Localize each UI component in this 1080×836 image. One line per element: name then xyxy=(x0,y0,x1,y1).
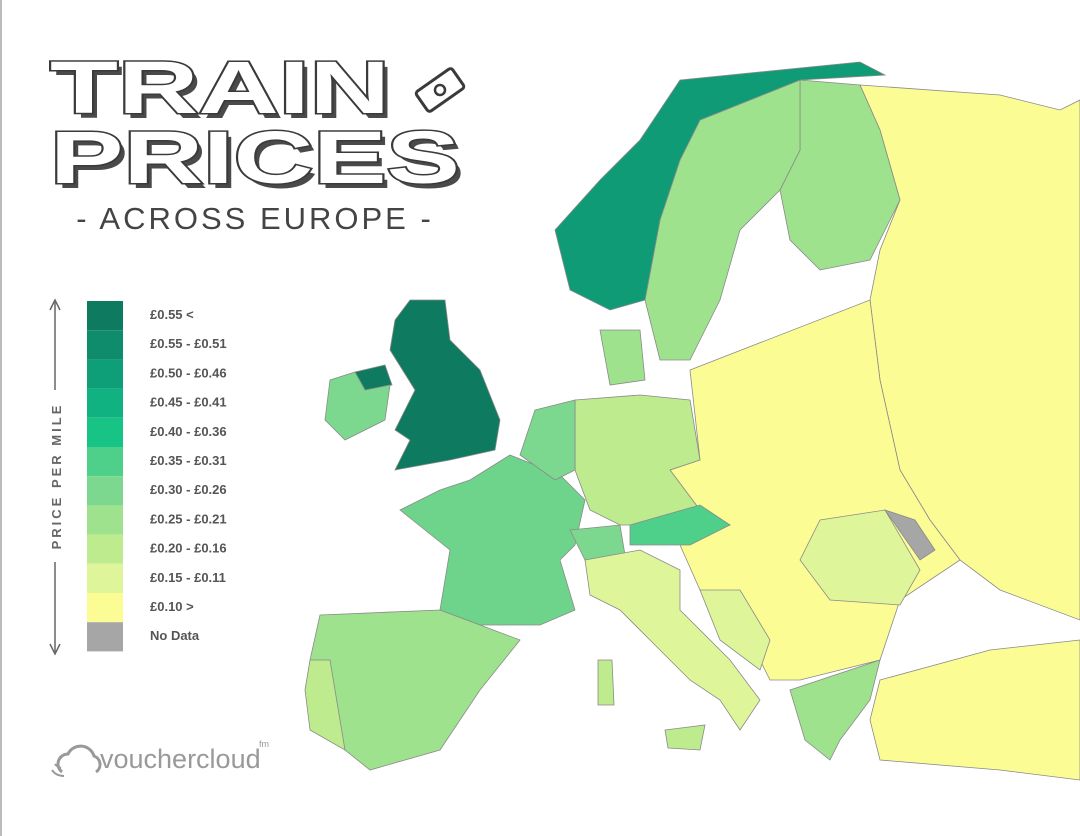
arrow-heads xyxy=(49,298,61,656)
legend-label: £0.40 - £0.36 xyxy=(150,424,227,439)
logo-suffix: fm xyxy=(259,739,269,749)
logo-text: vouchercloud xyxy=(100,744,261,774)
legend-label: £0.55 < xyxy=(150,307,194,322)
title-shadow: TRAIN xyxy=(55,51,395,134)
legend-label: £0.25 - £0.21 xyxy=(150,511,227,526)
legend-label: £0.30 - £0.26 xyxy=(150,482,227,497)
legend-label: £0.35 - £0.31 xyxy=(150,453,227,468)
title-line: TRAIN xyxy=(50,46,390,129)
legend-label: £0.10 > xyxy=(150,599,194,614)
cloud-icon xyxy=(56,744,102,774)
legend-label: No Data xyxy=(150,628,200,643)
title-shadow: PRICES xyxy=(55,121,465,204)
legend-swatch xyxy=(87,330,123,360)
legend-label: £0.50 - £0.46 xyxy=(150,365,227,380)
legend-swatch xyxy=(87,388,123,418)
legend-swatch xyxy=(87,476,123,506)
legend-swatch xyxy=(87,534,123,564)
cloud-lines xyxy=(51,763,65,777)
ticket-icon xyxy=(414,67,466,113)
legend-swatch xyxy=(87,417,123,447)
legend-swatch xyxy=(87,563,123,593)
europe-map xyxy=(304,61,1080,781)
axis-label: PRICE PER MILE xyxy=(49,403,64,550)
legend-label: £0.20 - £0.16 xyxy=(150,541,227,556)
subtitle: - ACROSS EUROPE - xyxy=(76,201,434,236)
legend-label: £0.45 - £0.41 xyxy=(150,395,227,410)
logo: vouchercloud fm xyxy=(51,739,269,777)
legend-swatch xyxy=(87,622,123,652)
legend-label: £0.15 - £0.11 xyxy=(150,570,226,585)
title-line: PRICES xyxy=(50,116,460,199)
legend-swatch xyxy=(87,447,123,477)
legend-swatch xyxy=(87,359,123,389)
legend-swatch xyxy=(87,593,123,623)
label-backdrop xyxy=(44,390,66,562)
legend: PRICE PER MILE £0.55 < £0.55 - £0.51 £0.50… xyxy=(44,298,227,656)
legend-swatch xyxy=(87,505,123,535)
legend-label: £0.55 - £0.51 xyxy=(150,336,227,351)
title: TRAIN TRAIN PRICES PRICES - ACROSS EUROP… xyxy=(49,45,466,236)
legend-swatch xyxy=(87,301,123,331)
